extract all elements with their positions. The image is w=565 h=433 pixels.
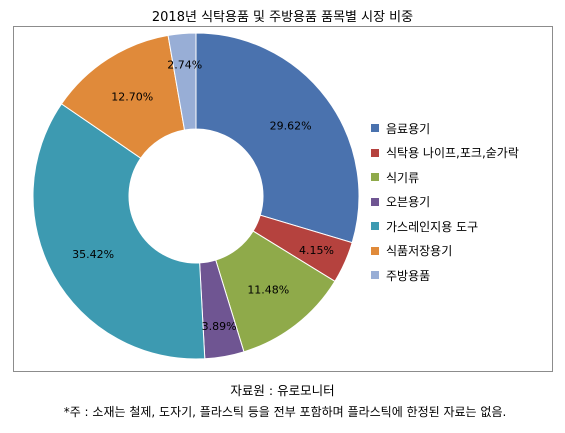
- legend-label: 음료용기: [386, 121, 431, 136]
- legend-label: 주방용품: [386, 268, 431, 283]
- chart-title: 2018년 식탁용품 및 주방용품 품목별 시장 비중: [151, 10, 414, 25]
- slice-label-5: 35.42%: [72, 248, 114, 261]
- slice-label-1: 29.62%: [270, 120, 312, 133]
- slice-label-7: 2.74%: [167, 59, 202, 72]
- legend-swatch: [371, 222, 379, 231]
- donut-slices: [32, 32, 360, 360]
- slice-label-6: 12.70%: [111, 91, 153, 104]
- slice-6: [60, 34, 186, 159]
- legend-item-1: 음료용기: [371, 116, 519, 141]
- legend-item-2: 식탁용 나이프,포크,숟가락: [371, 141, 519, 166]
- legend-item-6: 식품저장용기: [371, 239, 519, 264]
- slice-label-2: 4.15%: [299, 244, 334, 257]
- footnote-text: *주 : 소재는 철제, 도자기, 플라스틱 등을 전부 포함하며 플라스틱에 …: [63, 405, 507, 419]
- slice-5: [32, 103, 206, 360]
- legend-item-4: 오븐용기: [371, 190, 519, 215]
- legend-swatch: [371, 271, 379, 280]
- legend-swatch: [371, 197, 379, 206]
- legend-label: 오븐용기: [386, 195, 431, 210]
- legend-item-5: 가스레인지용 도구: [371, 214, 519, 239]
- source-text: 자료원 : 유로모니터: [230, 383, 335, 398]
- legend-swatch: [371, 148, 379, 157]
- legend-label: 식기류: [386, 170, 420, 185]
- legend-item-7: 주방용품: [371, 263, 519, 288]
- slice-label-3: 11.48%: [247, 283, 289, 296]
- legend-swatch: [371, 124, 379, 133]
- slice-labels: 29.62% 4.15% 11.48% 3.89% 35.42% 12.70% 2.74%: [72, 59, 334, 334]
- legend-label: 식탁용 나이프,포크,숟가락: [386, 146, 519, 161]
- legend-item-3: 식기류: [371, 165, 519, 190]
- legend-label: 식품저장용기: [386, 244, 453, 259]
- legend-swatch: [371, 173, 379, 182]
- legend-swatch: [371, 246, 379, 255]
- legend-label: 가스레인지용 도구: [386, 219, 479, 234]
- slice-7: [167, 32, 197, 131]
- slice-label-4: 3.89%: [202, 320, 237, 333]
- slice-1: [195, 32, 360, 244]
